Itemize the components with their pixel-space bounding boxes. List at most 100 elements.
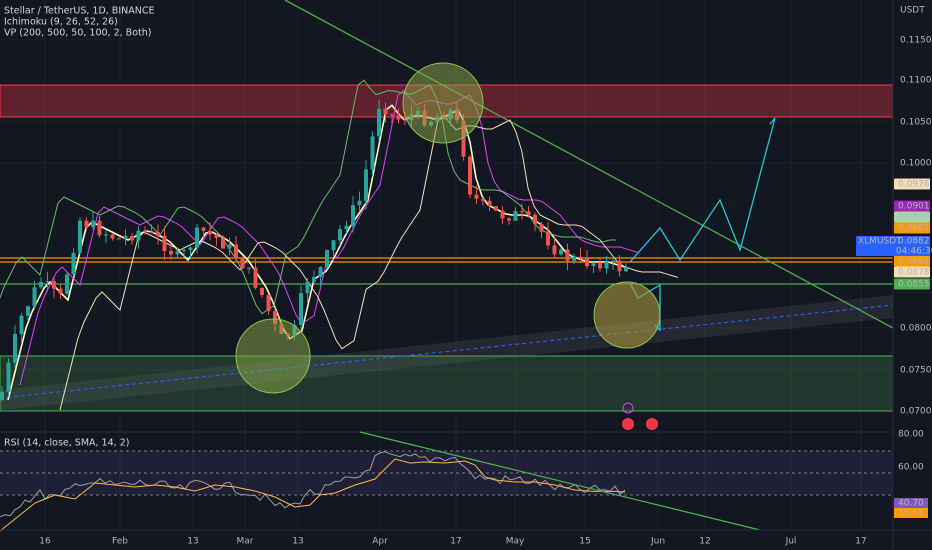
rsi-ma-line	[0, 458, 626, 532]
event-icon[interactable]	[622, 402, 634, 414]
candle-body	[383, 109, 388, 115]
price-label: 0.0800	[900, 324, 932, 334]
candle-body	[188, 247, 193, 251]
candle-body	[240, 258, 245, 269]
rsi-badge-text: 35.61	[898, 509, 924, 519]
time-label: Jun	[650, 537, 665, 547]
time-label: Feb	[112, 537, 128, 547]
candle-body	[247, 267, 251, 269]
candle-body	[604, 261, 609, 269]
candle-body	[481, 198, 485, 201]
candle-body	[266, 294, 271, 312]
time-label: May	[506, 537, 525, 547]
time-label: 13	[292, 537, 303, 547]
candle-body	[156, 232, 160, 236]
countdown: 04:46:36	[896, 247, 932, 257]
candle-body	[591, 263, 596, 267]
event-icon[interactable]	[622, 418, 634, 430]
rsi-badge	[894, 498, 928, 508]
symbol-badge	[856, 236, 930, 256]
candle-body	[572, 256, 576, 261]
time-label: Mar	[237, 537, 254, 547]
time-label: 12	[699, 537, 710, 547]
rsi-lines	[0, 451, 626, 532]
candle-body	[78, 220, 82, 253]
candle-body	[617, 260, 622, 272]
indicator-label[interactable]: VP (200, 500, 50, 100, 2, Both)	[4, 28, 151, 39]
candle-body	[91, 220, 95, 228]
rsi-line	[0, 451, 626, 518]
rsi-trendline	[359, 431, 761, 531]
candle-body	[58, 288, 63, 294]
candle-body	[338, 229, 342, 241]
candle-body	[377, 109, 381, 137]
price-label: 0.1000	[900, 159, 932, 169]
candle-body	[624, 267, 628, 272]
candle-body	[364, 169, 368, 201]
candle-body	[149, 231, 154, 233]
time-label: 17	[855, 537, 866, 547]
time-label: 13	[187, 537, 198, 547]
candle-body	[533, 214, 537, 225]
ichimoku-line	[0, 79, 616, 315]
candle-body	[611, 260, 615, 262]
candle-body	[208, 230, 212, 235]
candle-body	[396, 115, 401, 120]
candle-body	[104, 234, 108, 236]
symbol-price: 0.0882	[898, 237, 930, 247]
candle-body	[305, 281, 310, 294]
candle-body	[344, 225, 349, 230]
price-label: 0.0750	[900, 366, 932, 376]
candle-body	[403, 119, 407, 121]
candle-body	[45, 281, 50, 283]
time-label: Apr	[372, 537, 388, 547]
grid	[0, 0, 893, 530]
event-icon[interactable]	[646, 418, 658, 430]
axis-labels: 0.1150 0.1100 0.1050 0.1000 0.0800 0.0750 0.07…	[39, 36, 932, 547]
candle-body	[318, 267, 323, 278]
candle-body	[65, 274, 69, 294]
candle-body	[195, 227, 199, 248]
candle-body	[201, 227, 206, 231]
price-badge-text: 0.0976	[898, 180, 930, 190]
candle-body	[97, 220, 102, 236]
candle-body	[117, 238, 121, 240]
indicator-label[interactable]: Ichimoku (9, 26, 52, 26)	[4, 17, 118, 28]
candle-body	[357, 200, 362, 206]
candle-body	[84, 220, 89, 228]
price-badge-text: 0.0890	[898, 213, 930, 223]
candle-body	[539, 224, 544, 232]
price-label: 0.1150	[900, 36, 932, 46]
candle-body	[0, 391, 4, 400]
price-badge-text: 0.0855	[898, 280, 930, 290]
price-badge	[894, 178, 930, 190]
candle-body	[182, 250, 186, 252]
time-label: 17	[450, 537, 461, 547]
time-label: Jul	[785, 537, 797, 547]
highlight-circle	[593, 281, 661, 349]
candle-body	[578, 256, 583, 258]
rsi-badge	[894, 508, 928, 518]
candle-body	[526, 211, 531, 215]
candle-body	[461, 120, 466, 157]
candle-body	[331, 240, 336, 251]
candle-body	[39, 281, 43, 288]
rsi-title[interactable]: RSI (14, close, SMA, 14, 2)	[4, 438, 129, 449]
candle-body	[32, 287, 37, 307]
price-badge-text: 0.0882	[898, 257, 930, 267]
price-badge	[894, 211, 930, 223]
candle-body	[507, 218, 511, 221]
highlight-circle	[402, 62, 484, 144]
candle-body	[13, 334, 17, 363]
candle-body	[299, 293, 303, 325]
trendline	[284, 0, 894, 329]
candle-body	[585, 257, 589, 267]
candle-body	[136, 230, 141, 241]
price-badge	[894, 222, 930, 234]
candle-body	[214, 234, 219, 238]
candle-body	[227, 244, 232, 249]
candle-body	[559, 249, 563, 255]
price-badge	[894, 200, 930, 212]
candle-body	[273, 311, 277, 324]
